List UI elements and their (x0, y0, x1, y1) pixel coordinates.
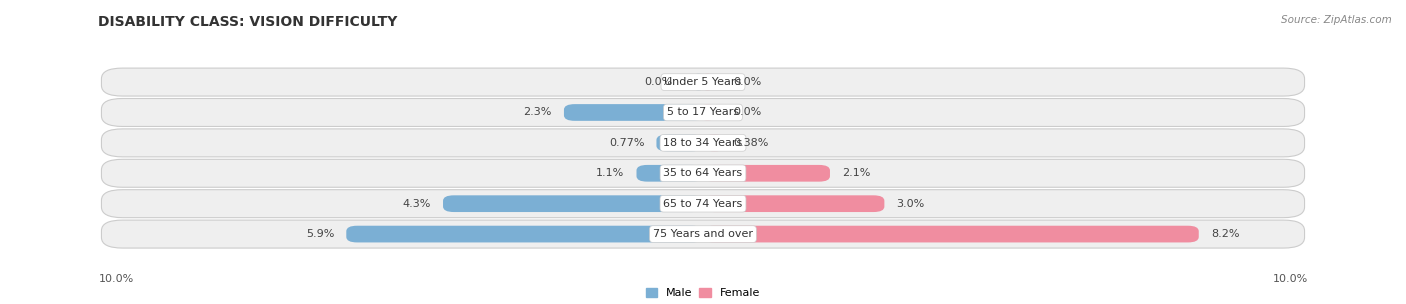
FancyBboxPatch shape (703, 195, 884, 212)
FancyBboxPatch shape (346, 226, 703, 243)
FancyBboxPatch shape (101, 129, 1305, 157)
Text: 8.2%: 8.2% (1211, 229, 1239, 239)
FancyBboxPatch shape (101, 159, 1305, 187)
FancyBboxPatch shape (443, 195, 703, 212)
FancyBboxPatch shape (101, 98, 1305, 126)
FancyBboxPatch shape (695, 74, 703, 91)
Text: 18 to 34 Years: 18 to 34 Years (664, 138, 742, 148)
Text: Under 5 Years: Under 5 Years (665, 77, 741, 87)
FancyBboxPatch shape (657, 134, 703, 151)
FancyBboxPatch shape (703, 226, 1199, 243)
FancyBboxPatch shape (703, 104, 711, 121)
Text: 0.0%: 0.0% (734, 108, 762, 117)
Text: 0.38%: 0.38% (734, 138, 769, 148)
Text: 75 Years and over: 75 Years and over (652, 229, 754, 239)
FancyBboxPatch shape (564, 104, 703, 121)
FancyBboxPatch shape (703, 165, 830, 182)
Text: 3.0%: 3.0% (897, 199, 925, 209)
Text: 1.1%: 1.1% (596, 168, 624, 178)
Text: 10.0%: 10.0% (1272, 274, 1308, 284)
Text: DISABILITY CLASS: VISION DIFFICULTY: DISABILITY CLASS: VISION DIFFICULTY (98, 15, 398, 29)
FancyBboxPatch shape (703, 74, 711, 91)
FancyBboxPatch shape (101, 220, 1305, 248)
Text: Source: ZipAtlas.com: Source: ZipAtlas.com (1281, 15, 1392, 25)
Text: 5.9%: 5.9% (307, 229, 335, 239)
Text: 65 to 74 Years: 65 to 74 Years (664, 199, 742, 209)
Text: 5 to 17 Years: 5 to 17 Years (666, 108, 740, 117)
Text: 2.3%: 2.3% (523, 108, 551, 117)
FancyBboxPatch shape (637, 165, 703, 182)
Text: 0.77%: 0.77% (609, 138, 644, 148)
FancyBboxPatch shape (101, 68, 1305, 96)
Text: 10.0%: 10.0% (98, 274, 134, 284)
FancyBboxPatch shape (703, 134, 725, 151)
Text: 0.0%: 0.0% (644, 77, 672, 87)
Text: 35 to 64 Years: 35 to 64 Years (664, 168, 742, 178)
Text: 0.0%: 0.0% (734, 77, 762, 87)
Text: 4.3%: 4.3% (402, 199, 432, 209)
Text: 2.1%: 2.1% (842, 168, 870, 178)
Legend: Male, Female: Male, Female (647, 288, 759, 298)
FancyBboxPatch shape (101, 190, 1305, 218)
